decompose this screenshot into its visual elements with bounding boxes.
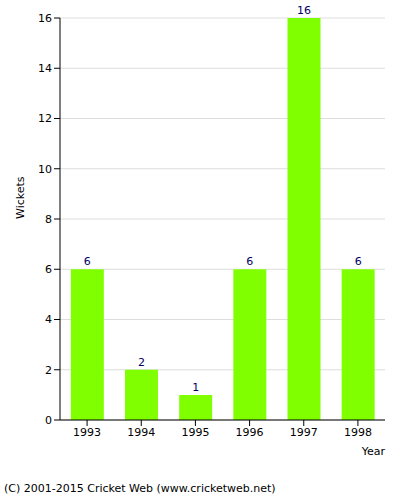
svg-text:0: 0	[45, 414, 52, 427]
svg-text:8: 8	[45, 213, 52, 226]
svg-text:Year: Year	[361, 445, 386, 458]
svg-text:1994: 1994	[127, 426, 155, 439]
svg-text:1996: 1996	[236, 426, 264, 439]
svg-text:6: 6	[246, 255, 253, 268]
svg-text:2: 2	[45, 364, 52, 377]
svg-text:12: 12	[38, 112, 52, 125]
svg-text:6: 6	[45, 263, 52, 276]
svg-text:2: 2	[138, 356, 145, 369]
svg-text:1995: 1995	[181, 426, 209, 439]
svg-text:6: 6	[84, 255, 91, 268]
svg-text:6: 6	[355, 255, 362, 268]
svg-text:14: 14	[38, 62, 52, 75]
svg-text:1998: 1998	[344, 426, 372, 439]
svg-text:1: 1	[192, 381, 199, 394]
html-text:(C) 2001-2015 Cricket Web (www: (C) 2001-2015 Cricket Web (www.cricketwe…	[4, 482, 276, 495]
svg-text:1993: 1993	[73, 426, 101, 439]
svg-text:4: 4	[45, 313, 52, 326]
svg-text:1997: 1997	[290, 426, 318, 439]
svg-text:16: 16	[38, 12, 52, 25]
svg-text:10: 10	[38, 163, 52, 176]
svg-text:Wickets: Wickets	[14, 176, 27, 219]
svg-text:16: 16	[297, 4, 311, 17]
